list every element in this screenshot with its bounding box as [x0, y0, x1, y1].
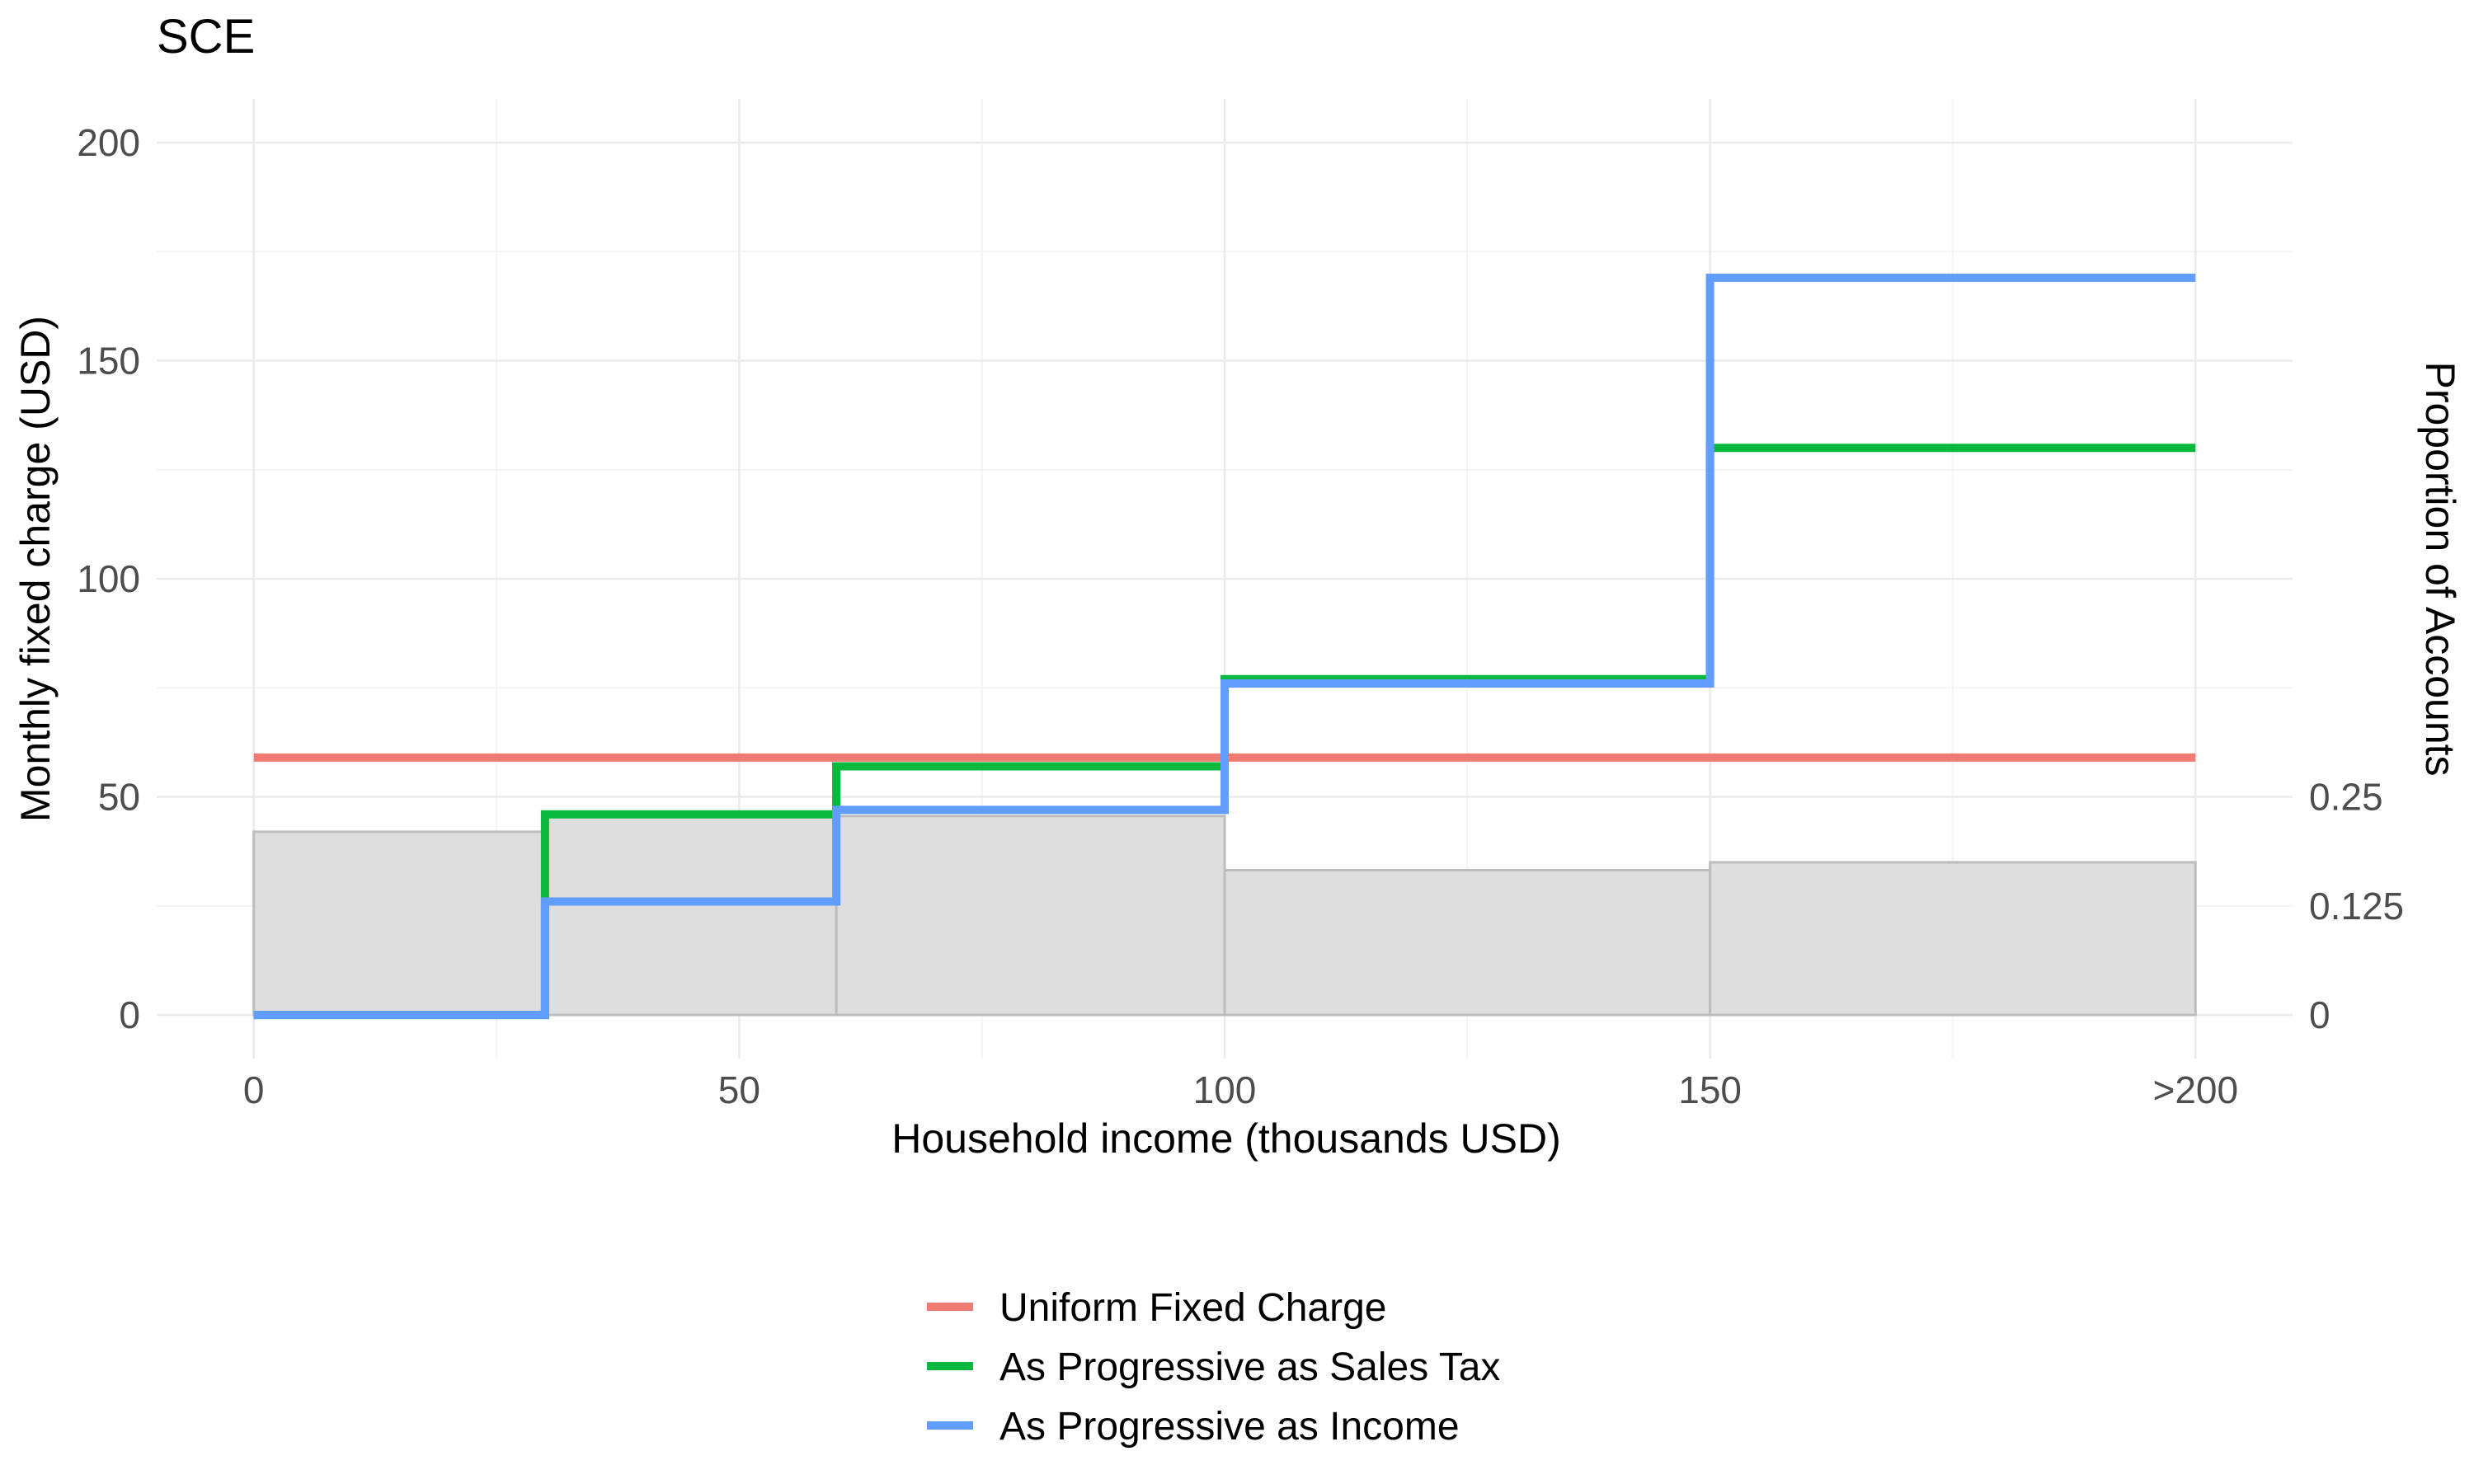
y-tick-labels: 0 50 100 150 200: [77, 121, 140, 1036]
y2-tick-label-1: 0.125: [2309, 885, 2404, 928]
histogram-bar-2: [835, 815, 1226, 1017]
chart-title: SCE: [157, 10, 255, 63]
y-axis-title: Monthly fixed charge (USD): [12, 316, 59, 822]
legend-label-sales-tax: As Progressive as Sales Tax: [999, 1345, 1500, 1389]
legend-item-sales-tax: As Progressive as Sales Tax: [927, 1345, 1500, 1389]
histogram: [252, 815, 2197, 1017]
y2-axis-title: Proportion of Accounts: [2417, 361, 2463, 776]
y-tick-label-2: 100: [77, 557, 140, 600]
y2-tick-label-2: 0.25: [2309, 776, 2383, 819]
histogram-bar-4: [1709, 861, 2197, 1017]
x-tick-label-2: 100: [1193, 1068, 1257, 1111]
x-tick-label-0: 0: [243, 1068, 265, 1111]
x-tick-label-4: >200: [2152, 1068, 2238, 1111]
legend-label-uniform: Uniform Fixed Charge: [999, 1286, 1387, 1330]
y-tick-label-1: 50: [98, 776, 140, 819]
legend-item-uniform: Uniform Fixed Charge: [927, 1286, 1387, 1330]
y-tick-label-4: 200: [77, 121, 140, 164]
y-tick-label-0: 0: [119, 993, 140, 1036]
x-tick-labels: 0 50 100 150 >200: [243, 1068, 2238, 1111]
legend-label-income: As Progressive as Income: [999, 1405, 1460, 1449]
histogram-bar-1: [543, 815, 838, 1017]
histogram-bar-3: [1223, 868, 1712, 1017]
x-tick-label-3: 150: [1678, 1068, 1742, 1111]
legend: Uniform Fixed Charge As Progressive as S…: [927, 1286, 1500, 1449]
series-line-2: [253, 273, 2196, 1020]
y2-tick-label-0: 0: [2309, 993, 2331, 1036]
x-tick-label-1: 50: [718, 1068, 760, 1111]
histogram-bar-0: [252, 830, 547, 1017]
series-lines: [253, 273, 2196, 1020]
y-tick-label-3: 150: [77, 339, 140, 382]
x-axis-title: Household income (thousands USD): [891, 1115, 1561, 1162]
y2-tick-labels: 0 0.125 0.25: [2309, 776, 2404, 1037]
legend-item-income: As Progressive as Income: [927, 1405, 1460, 1449]
